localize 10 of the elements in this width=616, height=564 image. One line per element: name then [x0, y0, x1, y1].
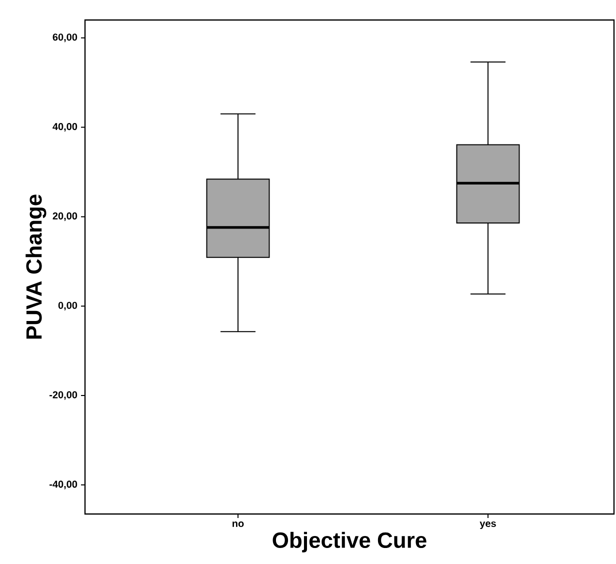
- x-axis-title: Objective Cure: [272, 532, 426, 552]
- x-tick-label: no: [232, 522, 244, 527]
- y-tick-label: 20,00: [52, 212, 78, 221]
- y-tick-label: -40,00: [50, 480, 78, 490]
- y-tick-label: 40,00: [52, 123, 78, 132]
- y-axis-title: PUVA Change: [26, 194, 46, 339]
- x-tick-label: yes: [480, 522, 496, 529]
- y-tick-label: 0,00: [58, 302, 78, 310]
- y-tick-label: -20,00: [50, 391, 78, 400]
- y-tick-label: 60,00: [52, 34, 78, 42]
